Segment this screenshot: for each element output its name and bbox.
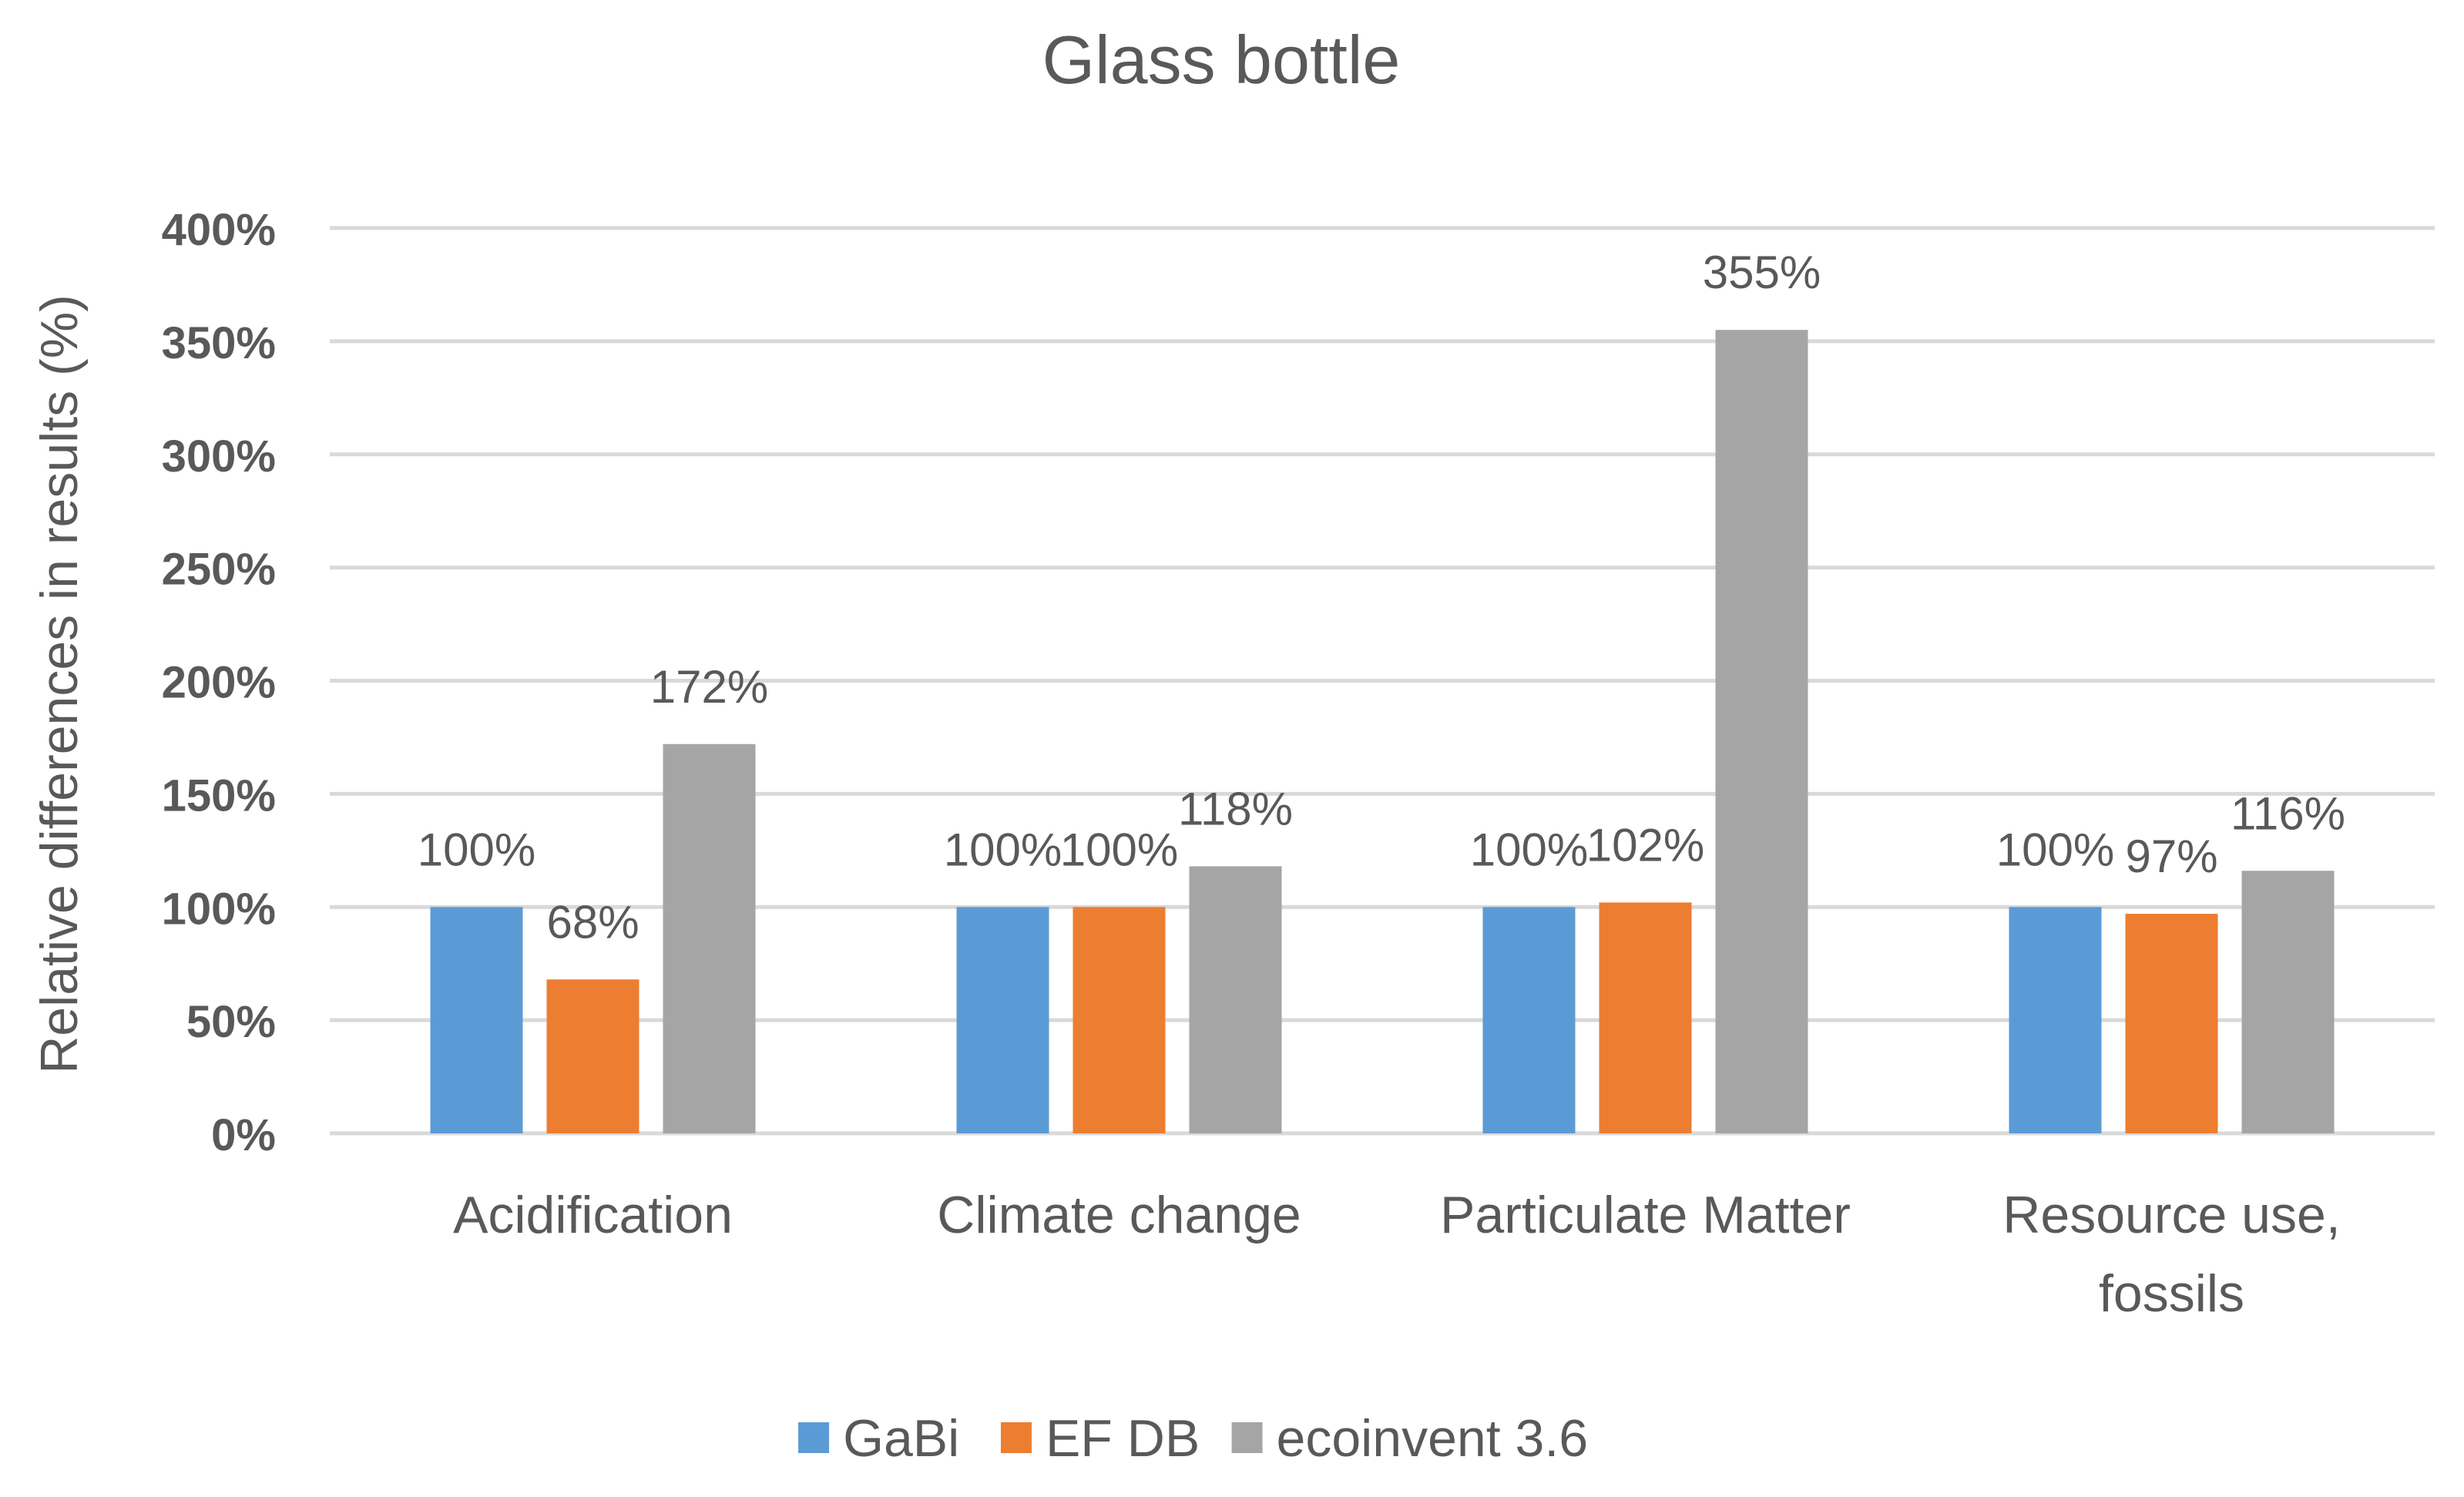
x-tick-label: Resource use, (2002, 1186, 2340, 1244)
y-tick-label: 350% (162, 318, 276, 368)
y-tick-label: 400% (162, 205, 276, 255)
legend-item-ecoinvent-3-6: ecoinvent 3.6 (1231, 1409, 1589, 1468)
bar-ecoinvent-3-6-climate-change (1189, 866, 1282, 1133)
legend-label-ef-db: EF DB (1046, 1409, 1200, 1468)
bar-ef-db-climate-change (1073, 907, 1166, 1133)
legend-swatch-ecoinvent-3-6 (1231, 1422, 1263, 1453)
y-tick-label: 150% (162, 770, 276, 821)
legend-label-ecoinvent-3-6: ecoinvent 3.6 (1277, 1409, 1589, 1468)
x-tick-label: Particulate Matter (1440, 1186, 1851, 1244)
data-label-ecoinvent-3-6-particulate-matter: 355% (1703, 247, 1821, 298)
legend-item-gabi: GaBi (798, 1409, 959, 1468)
data-label-gabi-climate-change: 100% (944, 824, 1062, 875)
data-label-ecoinvent-3-6-acidification: 172% (650, 661, 768, 713)
y-tick-label: 250% (162, 545, 276, 595)
data-label-ef-db-resource-use-fossils: 97% (2125, 831, 2217, 882)
legend-swatch-ef-db (1000, 1422, 1032, 1453)
bar-ef-db-resource-use-fossils (2125, 914, 2218, 1133)
bar-ef-db-particulate-matter (1599, 902, 1692, 1133)
y-tick-label: 50% (186, 997, 276, 1047)
chart-title: Glass bottle (1042, 22, 1401, 98)
bar-gabi-particulate-matter (1482, 907, 1576, 1133)
x-tick-label: fossils (2099, 1264, 2244, 1323)
data-label-ef-db-particulate-matter: 102% (1586, 819, 1704, 871)
x-tick-label: Acidification (453, 1186, 733, 1244)
bar-ecoinvent-3-6-acidification (663, 743, 756, 1133)
data-label-ecoinvent-3-6-climate-change: 118% (1178, 783, 1293, 834)
x-tick-label: Climate change (937, 1186, 1301, 1244)
y-tick-label: 300% (162, 431, 276, 482)
data-label-ef-db-acidification: 68% (546, 896, 639, 948)
bar-ecoinvent-3-6-resource-use-fossils (2241, 871, 2335, 1133)
legend-swatch-gabi (798, 1422, 830, 1453)
y-tick-label: 0% (211, 1110, 276, 1160)
y-tick-label: 100% (162, 884, 276, 934)
data-label-ecoinvent-3-6-resource-use-fossils: 116% (2231, 787, 2345, 839)
legend-label-gabi: GaBi (843, 1409, 959, 1468)
data-label-gabi-particulate-matter: 100% (1470, 824, 1588, 875)
data-label-gabi-resource-use-fossils: 100% (1996, 824, 2114, 875)
data-label-ef-db-climate-change: 100% (1060, 824, 1178, 875)
bar-ef-db-acidification (546, 979, 639, 1133)
y-axis-title: Relative differences in results (%) (30, 294, 89, 1074)
bar-ecoinvent-3-6-particulate-matter (1715, 330, 1808, 1133)
bar-gabi-climate-change (956, 907, 1049, 1133)
legend-item-ef-db: EF DB (1000, 1409, 1200, 1468)
bar-gabi-acidification (430, 907, 523, 1133)
y-tick-label: 200% (162, 658, 276, 708)
data-label-gabi-acidification: 100% (418, 824, 535, 875)
bar-gabi-resource-use-fossils (2009, 907, 2102, 1133)
